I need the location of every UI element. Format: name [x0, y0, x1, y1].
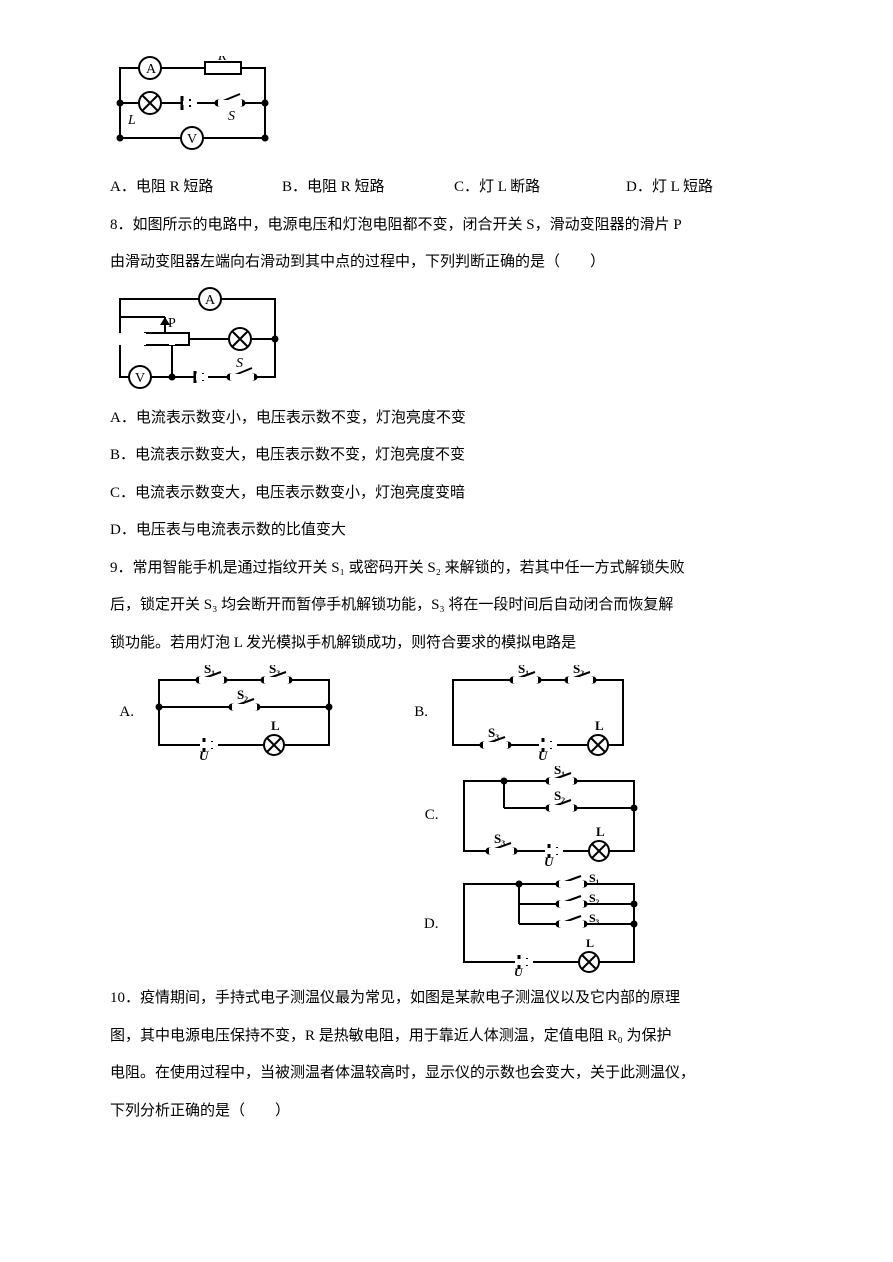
- svg-text:S₃: S₃: [269, 665, 280, 676]
- q9-option-D-label: D.: [415, 909, 439, 941]
- q10-stem-line4: 下列分析正确的是（ ）: [110, 1096, 803, 1128]
- q10-stem-line1: 10．疫情期间，手持式电子测温仪最为常见，如图是某款电子测温仪以及它内部的原理: [110, 983, 803, 1015]
- svg-text:S₁: S₁: [204, 665, 215, 676]
- svg-text:U: U: [544, 854, 554, 866]
- q7-option-D: D．灯 L 短路: [626, 172, 766, 204]
- q8-option-C: C．电流表示数变大，电压表示数变小，灯泡亮度变暗: [110, 478, 803, 510]
- q8-label-V: V: [135, 371, 145, 386]
- q7-options: A．电阻 R 短路 B．电阻 R 短路 C．灯 L 断路 D．灯 L 短路: [110, 172, 803, 204]
- q9-stem-line1: 9．常用智能手机是通过指纹开关 S₁ 或密码开关 S₂ 来解锁的，若其中任一方式…: [110, 553, 803, 585]
- svg-text:U: U: [514, 965, 524, 977]
- q7-option-B: B．电阻 R 短路: [282, 172, 422, 204]
- svg-text:S₃: S₃: [589, 911, 600, 925]
- q9-option-C-label: C.: [415, 800, 439, 832]
- svg-text:S₁: S₁: [518, 665, 529, 676]
- svg-text:L: L: [271, 718, 280, 733]
- q8-label-S: S: [236, 356, 243, 371]
- svg-text:S₂: S₂: [237, 687, 248, 702]
- svg-text:U: U: [538, 748, 548, 760]
- svg-text:S₃: S₃: [488, 725, 499, 740]
- q9-circuit-B: S₁ S₂ S₃ U L: [438, 665, 638, 760]
- q9-circuit-A: S₁ S₃ S₂ U L: [144, 665, 344, 760]
- q8-label-P: P: [168, 316, 176, 331]
- q10-stem-line2: 图，其中电源电压保持不变，R 是热敏电阻，用于靠近人体测温，定值电阻 R₀ 为保…: [110, 1021, 803, 1053]
- q9-circuit-D: S₁ S₂ S₃ U L: [449, 872, 649, 977]
- svg-text:S₃: S₃: [494, 831, 505, 846]
- q9-option-B-label: B.: [404, 697, 428, 729]
- svg-text:U: U: [199, 748, 209, 760]
- svg-text:S₁: S₁: [589, 872, 600, 885]
- q7-option-A: A．电阻 R 短路: [110, 172, 250, 204]
- q7-option-C: C．灯 L 断路: [454, 172, 594, 204]
- q9-option-A-label: A.: [110, 697, 134, 729]
- q7-label-V: V: [187, 132, 197, 147]
- svg-text:S₂: S₂: [554, 788, 565, 803]
- svg-text:S₂: S₂: [589, 891, 600, 905]
- q7-label-L: L: [127, 113, 136, 128]
- q7-circuit-diagram: A R L S V: [110, 56, 803, 166]
- q8-option-A: A．电流表示数变小，电压表示数不变，灯泡亮度不变: [110, 403, 803, 435]
- q7-label-S: S: [228, 109, 235, 124]
- q9-options-grid: A.: [110, 665, 803, 977]
- q8-label-A: A: [205, 293, 216, 308]
- q9-circuit-C: S₁ S₂ S₃ U L: [449, 766, 649, 866]
- q8-circuit-diagram: A P V S: [110, 287, 803, 397]
- svg-text:S₁: S₁: [554, 766, 565, 777]
- svg-text:S₂: S₂: [573, 665, 584, 676]
- q8-option-B: B．电流表示数变大，电压表示数不变，灯泡亮度不变: [110, 440, 803, 472]
- q8-stem-line2: 由滑动变阻器左端向右滑动到其中点的过程中，下列判断正确的是（ ）: [110, 247, 803, 279]
- svg-text:L: L: [595, 718, 604, 733]
- svg-text:L: L: [586, 936, 594, 950]
- q7-label-R: R: [217, 56, 227, 64]
- q9-stem-line2: 后，锁定开关 S₃ 均会断开而暂停手机解锁功能，S₃ 将在一段时间后自动闭合而恢…: [110, 590, 803, 622]
- q8-option-D: D．电压表与电流表示数的比值变大: [110, 515, 803, 547]
- q10-stem-line3: 电阻。在使用过程中，当被测温者体温较高时，显示仪的示数也会变大，关于此测温仪，: [110, 1058, 803, 1090]
- q8-stem-line1: 8．如图所示的电路中，电源电压和灯泡电阻都不变，闭合开关 S，滑动变阻器的滑片 …: [110, 210, 803, 242]
- q9-stem-line3: 锁功能。若用灯泡 L 发光模拟手机解锁成功，则符合要求的模拟电路是: [110, 628, 803, 660]
- q7-label-A: A: [146, 62, 157, 77]
- svg-text:L: L: [596, 824, 605, 839]
